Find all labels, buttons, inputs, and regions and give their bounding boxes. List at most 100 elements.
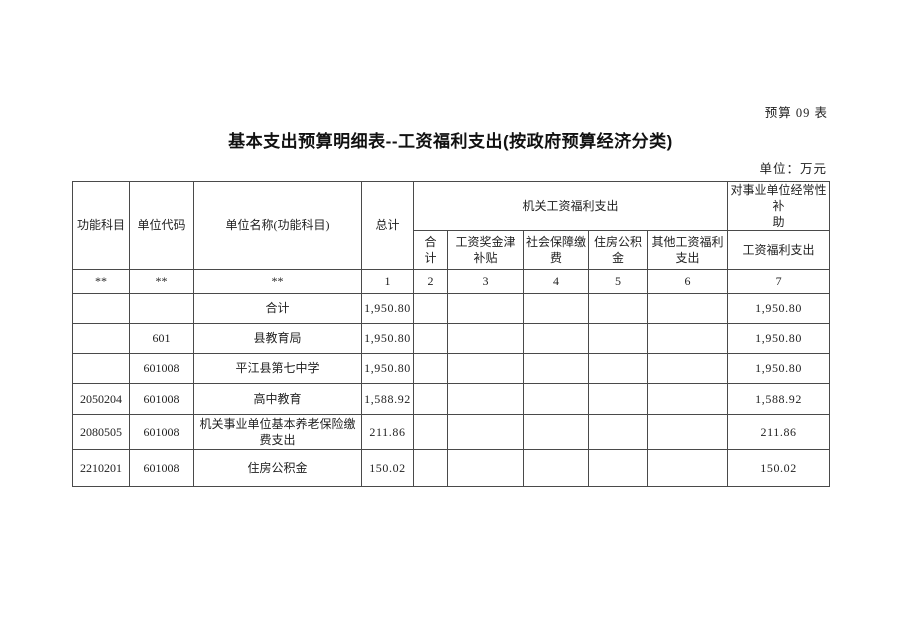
func-code-cell: 2210201 xyxy=(72,449,130,487)
th-function-subject: 功能科目 xyxy=(72,181,130,270)
empty-cell xyxy=(413,353,448,384)
table-row: 2080505 601008 机关事业单位基本养老保险缴费支出 211.86 2… xyxy=(72,414,831,450)
empty-cell xyxy=(523,449,589,487)
unit-code-cell: 601 xyxy=(129,323,194,354)
index-cell: 5 xyxy=(588,269,648,294)
page-title: 基本支出预算明细表--工资福利支出(按政府预算经济分类) xyxy=(228,132,673,151)
empty-cell xyxy=(588,414,648,450)
th-line: 补贴 xyxy=(473,251,498,265)
empty-cell xyxy=(646,414,729,450)
th-institution-group-line2: 助 xyxy=(772,215,785,229)
subsidy-cell: 211.86 xyxy=(727,414,831,450)
unit-name-cell: 合计 xyxy=(193,293,362,324)
empty-cell xyxy=(413,449,448,487)
subsidy-cell: 1,950.80 xyxy=(727,293,831,324)
empty-cell xyxy=(523,323,589,354)
th-line: 费 xyxy=(549,251,562,265)
unit-code-cell: 601008 xyxy=(129,414,194,450)
th-line: 社会保障缴 xyxy=(525,235,586,249)
empty-cell xyxy=(413,293,448,324)
empty-cell xyxy=(588,449,648,487)
empty-cell xyxy=(646,323,729,354)
table-row: 601 县教育局 1,950.80 1,950.80 xyxy=(72,323,831,354)
header-row-sub: 合 计 工资奖金津 补贴 社会保障缴 费 住房公积 金 其他工资福利 支出 工资… xyxy=(73,230,831,270)
index-cell: ** xyxy=(72,269,130,294)
index-cell: 2 xyxy=(413,269,448,294)
th-institution-group-line1: 对事业单位经常性补 xyxy=(730,183,827,213)
th-line: 计 xyxy=(424,251,437,265)
empty-cell xyxy=(523,293,589,324)
empty-cell xyxy=(447,383,524,415)
th-institution-group: 对事业单位经常性补 助 xyxy=(727,181,831,231)
unit-name-cell: 县教育局 xyxy=(193,323,362,354)
th-housing-fund: 住房公积 金 xyxy=(588,230,648,270)
th-line: 工资奖金津 xyxy=(455,235,516,249)
empty-cell xyxy=(447,293,524,324)
unit-name-cell: 住房公积金 xyxy=(193,449,362,487)
empty-cell xyxy=(646,383,729,415)
index-cell: 7 xyxy=(727,269,831,294)
unit-name-cell: 高中教育 xyxy=(193,383,362,415)
index-cell: 3 xyxy=(447,269,524,294)
empty-cell xyxy=(588,293,648,324)
subsidy-cell: 1,950.80 xyxy=(727,353,831,384)
th-other-wage-welfare: 其他工资福利 支出 xyxy=(646,230,729,270)
total-cell: 1,588.92 xyxy=(361,383,414,415)
total-cell: 1,950.80 xyxy=(361,323,414,354)
empty-cell xyxy=(588,323,648,354)
unit-code-cell: 601008 xyxy=(129,383,194,415)
table-row: 2210201 601008 住房公积金 150.02 150.02 xyxy=(72,449,831,487)
unit-code-cell xyxy=(129,293,194,324)
th-line: 合 xyxy=(424,235,437,249)
th-line: 支出 xyxy=(675,251,700,265)
empty-cell xyxy=(523,353,589,384)
empty-cell xyxy=(447,353,524,384)
empty-cell xyxy=(646,353,729,384)
total-cell: 150.02 xyxy=(361,449,414,487)
total-cell: 1,950.80 xyxy=(361,293,414,324)
index-cell: 4 xyxy=(523,269,589,294)
index-cell: ** xyxy=(193,269,362,294)
unit-name-cell: 机关事业单位基本养老保险缴费支出 xyxy=(193,414,362,450)
empty-cell xyxy=(523,414,589,450)
func-code-cell: 2080505 xyxy=(72,414,130,450)
th-unit-code: 单位代码 xyxy=(129,181,194,270)
subsidy-cell: 1,588.92 xyxy=(727,383,831,415)
empty-cell xyxy=(447,449,524,487)
th-agency-subtotal: 合 计 xyxy=(413,230,448,270)
table-row: 合计 1,950.80 1,950.80 xyxy=(72,293,831,324)
th-grand-total: 总计 xyxy=(361,181,414,270)
func-code-cell: 2050204 xyxy=(72,383,130,415)
th-line: 其他工资福利 xyxy=(651,235,724,249)
func-code-cell xyxy=(72,353,130,384)
th-agency-group: 机关工资福利支出 xyxy=(412,181,729,231)
func-code-cell xyxy=(72,293,130,324)
sheet-label: 预算 09 表 xyxy=(764,106,828,120)
unit-code-cell: 601008 xyxy=(129,353,194,384)
empty-cell xyxy=(413,383,448,415)
unit-name-cell: 平江县第七中学 xyxy=(193,353,362,384)
th-line: 住房公积 xyxy=(593,235,642,249)
index-cell: 1 xyxy=(361,269,414,294)
th-social-security: 社会保障缴 费 xyxy=(523,230,589,270)
total-cell: 211.86 xyxy=(361,414,414,450)
empty-cell xyxy=(413,414,448,450)
empty-cell xyxy=(588,383,648,415)
budget-table: 功能科目 单位代码 单位名称(功能科目) 总计 机关工资福利支出 对事业单位经常… xyxy=(72,181,831,487)
th-line: 金 xyxy=(611,251,624,265)
empty-cell xyxy=(523,383,589,415)
total-cell: 1,950.80 xyxy=(361,353,414,384)
th-institution-wage-welfare: 工资福利支出 xyxy=(727,230,831,270)
subsidy-cell: 1,950.80 xyxy=(727,323,831,354)
table-row: 2050204 601008 高中教育 1,588.92 1,588.92 xyxy=(72,383,831,415)
empty-cell xyxy=(646,449,729,487)
table-row: 601008 平江县第七中学 1,950.80 1,950.80 xyxy=(72,353,831,384)
empty-cell xyxy=(413,323,448,354)
index-cell: ** xyxy=(129,269,194,294)
empty-cell xyxy=(588,353,648,384)
header-row-group: 功能科目 单位代码 单位名称(功能科目) 总计 机关工资福利支出 对事业单位经常… xyxy=(72,181,831,270)
th-wage-bonus: 工资奖金津 补贴 xyxy=(447,230,524,270)
empty-cell xyxy=(447,414,524,450)
empty-cell xyxy=(447,323,524,354)
